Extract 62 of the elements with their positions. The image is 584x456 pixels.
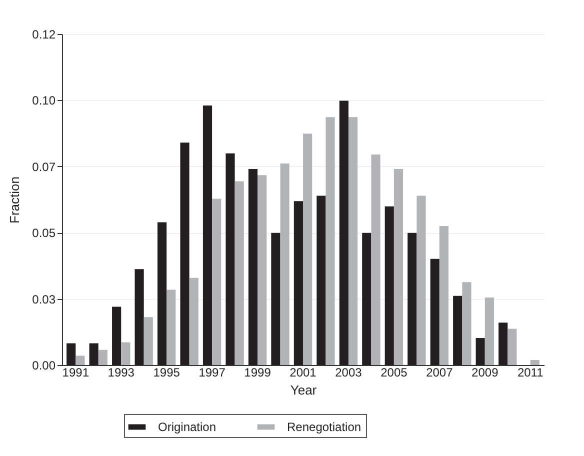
bar bbox=[384, 206, 394, 365]
bar bbox=[339, 100, 348, 365]
bar bbox=[258, 175, 267, 365]
x-tick-label: 2011 bbox=[517, 366, 544, 380]
y-tick-label: 0.07 bbox=[32, 160, 56, 174]
bar bbox=[316, 196, 326, 365]
bar bbox=[144, 317, 153, 365]
bar bbox=[234, 181, 244, 365]
x-tick-label: 1991 bbox=[62, 366, 90, 380]
bar bbox=[416, 196, 426, 365]
bar bbox=[66, 343, 76, 365]
y-axis-title: Fraction bbox=[7, 176, 22, 224]
x-tick-label: 2001 bbox=[290, 366, 317, 380]
bar bbox=[180, 142, 190, 365]
bar bbox=[280, 163, 290, 365]
y-tick-label: 0.03 bbox=[32, 292, 56, 306]
y-tick-label: 0.10 bbox=[32, 94, 56, 108]
bar bbox=[212, 198, 222, 365]
bar bbox=[303, 134, 312, 365]
y-tick-label: 0.05 bbox=[32, 226, 56, 240]
x-tick-label: 1995 bbox=[153, 366, 180, 380]
bar bbox=[408, 232, 417, 365]
bar bbox=[98, 350, 108, 365]
y-tick-label: 0.00 bbox=[32, 358, 56, 372]
bar bbox=[202, 105, 212, 365]
bar bbox=[362, 232, 372, 365]
bar bbox=[89, 343, 98, 365]
bar bbox=[189, 278, 198, 365]
bar bbox=[76, 356, 85, 365]
x-tick-label: 2009 bbox=[472, 366, 499, 380]
x-tick-label: 2007 bbox=[426, 366, 454, 380]
bar bbox=[166, 290, 176, 365]
bar bbox=[226, 153, 235, 365]
x-tick-label: 1999 bbox=[244, 366, 272, 380]
bar bbox=[348, 117, 358, 365]
legend-label: Origination bbox=[158, 420, 216, 434]
legend-label: Renegotiation bbox=[287, 420, 362, 434]
x-axis-title: Year bbox=[290, 382, 318, 398]
bar bbox=[498, 322, 508, 365]
bar bbox=[439, 226, 449, 365]
bar bbox=[294, 201, 303, 365]
bar bbox=[430, 258, 440, 365]
bar bbox=[371, 154, 380, 365]
bar bbox=[462, 282, 472, 365]
x-tick-label: 2005 bbox=[380, 366, 408, 380]
bar bbox=[530, 360, 540, 365]
bar bbox=[248, 169, 258, 365]
x-tick-label: 2003 bbox=[335, 366, 362, 380]
bar bbox=[476, 338, 485, 365]
bar bbox=[134, 269, 144, 365]
y-tick-label: 0.12 bbox=[32, 28, 56, 42]
bar bbox=[394, 169, 404, 365]
bar bbox=[326, 117, 335, 365]
x-tick-label: 1997 bbox=[198, 366, 226, 380]
bar bbox=[271, 232, 280, 365]
bar bbox=[157, 222, 167, 365]
bar bbox=[508, 328, 517, 365]
bar bbox=[112, 306, 122, 365]
x-tick-label: 1993 bbox=[108, 366, 135, 380]
bar bbox=[484, 297, 494, 365]
bar bbox=[453, 296, 462, 365]
bar bbox=[121, 342, 130, 365]
